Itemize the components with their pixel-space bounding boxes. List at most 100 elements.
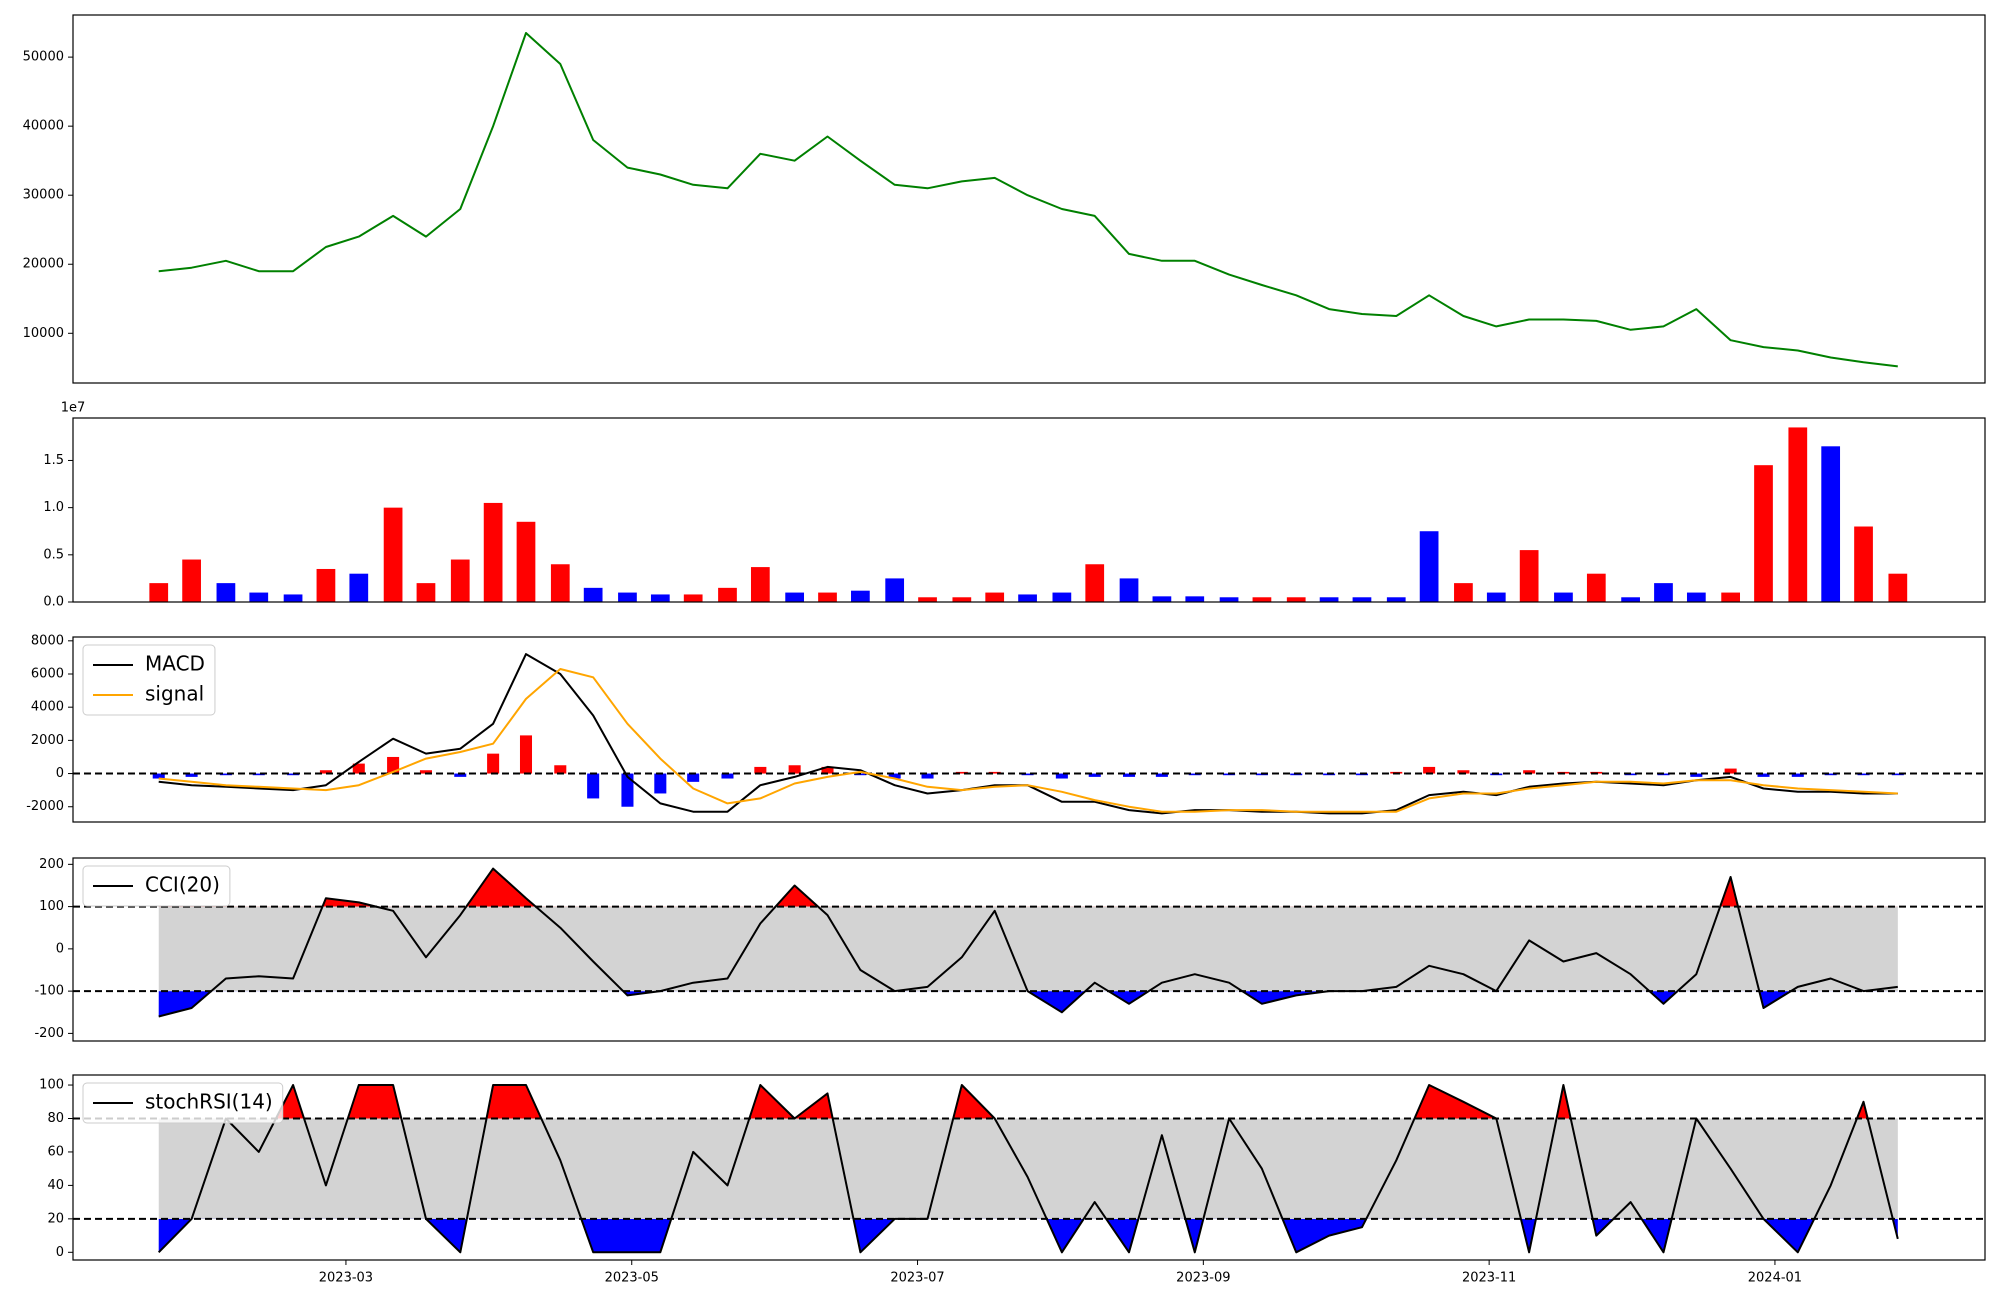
data-line xyxy=(158,668,1898,813)
histogram-bar xyxy=(1824,773,1837,776)
panel: 10000 20000 30000 40000 50000 xyxy=(23,14,1986,384)
legend-label: CCI(20) xyxy=(145,873,220,897)
volume-bar xyxy=(550,564,570,602)
legend-box xyxy=(82,865,231,907)
y-tick-label: 8000 xyxy=(31,633,64,648)
volume-bar xyxy=(1419,531,1439,602)
histogram-bar xyxy=(587,773,600,799)
histogram-bar xyxy=(185,773,198,777)
volume-bar xyxy=(1721,592,1741,602)
volume-bar xyxy=(149,583,169,602)
x-tick-label: 2023-05 xyxy=(605,1271,659,1286)
volume-bar xyxy=(416,583,436,602)
legend-label: MACD xyxy=(145,652,205,676)
x-tick-label: 2023-07 xyxy=(890,1271,944,1286)
histogram-bar xyxy=(1523,770,1536,774)
histogram-bar xyxy=(1155,773,1168,777)
volume-bar xyxy=(851,590,870,602)
volume-bar xyxy=(249,592,269,602)
data-line xyxy=(158,867,1898,1018)
volume-bar xyxy=(182,559,201,602)
y-tick-label: 20000 xyxy=(23,257,64,272)
volume-bar xyxy=(1319,597,1339,602)
oversold-fill xyxy=(158,1218,1898,1253)
volume-bar xyxy=(683,594,703,602)
y-tick-label: 40000 xyxy=(23,119,64,134)
volume-bar xyxy=(1586,573,1606,602)
panel: 0.0 0.5 1.0 1.5 1e7 xyxy=(43,401,1986,610)
volume-bar xyxy=(1052,592,1072,602)
y-tick-label: 0.5 xyxy=(43,547,64,562)
histogram-bar xyxy=(754,766,767,774)
y-tick-label: 10000 xyxy=(23,326,64,341)
volume-bar xyxy=(1554,592,1573,602)
plot-frame xyxy=(72,14,1986,384)
plot-frame xyxy=(72,417,1986,603)
volume-bar xyxy=(1352,597,1372,602)
legend-label: stochRSI(14) xyxy=(145,1090,273,1114)
legend-label: signal xyxy=(145,682,204,706)
histogram-bar xyxy=(1791,773,1804,777)
volume-bar xyxy=(216,583,236,602)
histogram-bar xyxy=(654,773,667,794)
volume-bar xyxy=(450,559,470,602)
volume-bar xyxy=(985,592,1005,602)
y-tick-label: 0 xyxy=(56,941,64,956)
volume-bar xyxy=(1754,465,1773,602)
volume-bar xyxy=(1119,578,1139,602)
histogram-bar xyxy=(1690,773,1703,777)
histogram-bar xyxy=(387,756,400,774)
histogram-bar xyxy=(252,773,265,776)
panel: -2000 0 2000 4000 6000 8000 MACD signal xyxy=(26,633,1986,823)
histogram-bar xyxy=(788,765,801,774)
volume-bar xyxy=(650,594,670,602)
volume-bar xyxy=(818,592,837,602)
volume-bar xyxy=(316,568,336,602)
histogram-bar xyxy=(554,765,567,774)
histogram-bar xyxy=(1891,773,1904,776)
histogram-bar xyxy=(1857,773,1870,776)
volume-bar xyxy=(1085,564,1105,602)
data-line xyxy=(157,1084,1899,1254)
data-line xyxy=(158,32,1898,368)
volume-bar xyxy=(718,587,737,602)
histogram-bar xyxy=(721,773,734,779)
y-tick-label: 200 xyxy=(39,857,64,872)
histogram-bar xyxy=(1457,770,1470,774)
volume-bar xyxy=(618,592,637,602)
volume-bar xyxy=(1888,573,1908,602)
histogram-bar xyxy=(319,770,332,774)
y-tick-label: 80 xyxy=(47,1111,64,1126)
x-tick-label: 2023-11 xyxy=(1462,1271,1516,1286)
x-tick-label: 2023-03 xyxy=(319,1271,373,1286)
histogram-bar xyxy=(955,771,968,774)
plot-frame xyxy=(72,857,1986,1042)
volume-bar xyxy=(1486,592,1506,602)
histogram-bar xyxy=(888,773,901,779)
volume-bar xyxy=(516,521,536,602)
volume-bar xyxy=(1686,592,1706,602)
legend-box xyxy=(82,644,216,716)
volume-bar xyxy=(750,567,770,602)
volume-bar xyxy=(383,507,403,602)
histogram-bar xyxy=(1055,773,1068,779)
histogram-bar xyxy=(821,766,834,774)
volume-bar xyxy=(283,594,303,602)
volume-bar xyxy=(1519,550,1539,602)
x-tick-label: 2024-01 xyxy=(1748,1271,1802,1286)
data-line xyxy=(158,653,1898,815)
volume-bar xyxy=(349,573,369,602)
y-tick-label: -100 xyxy=(34,984,64,999)
histogram-bar xyxy=(419,770,432,774)
plot-frame xyxy=(72,636,1986,823)
histogram-bar xyxy=(687,773,700,782)
volume-bar xyxy=(1185,596,1205,602)
histogram-bar xyxy=(1123,773,1136,777)
y-tick-label: 100 xyxy=(39,899,64,914)
histogram-bar xyxy=(519,735,533,774)
y-tick-label: 4000 xyxy=(31,700,64,715)
histogram-bar xyxy=(1188,773,1201,776)
histogram-bar xyxy=(454,773,467,777)
histogram-bar xyxy=(487,753,500,774)
